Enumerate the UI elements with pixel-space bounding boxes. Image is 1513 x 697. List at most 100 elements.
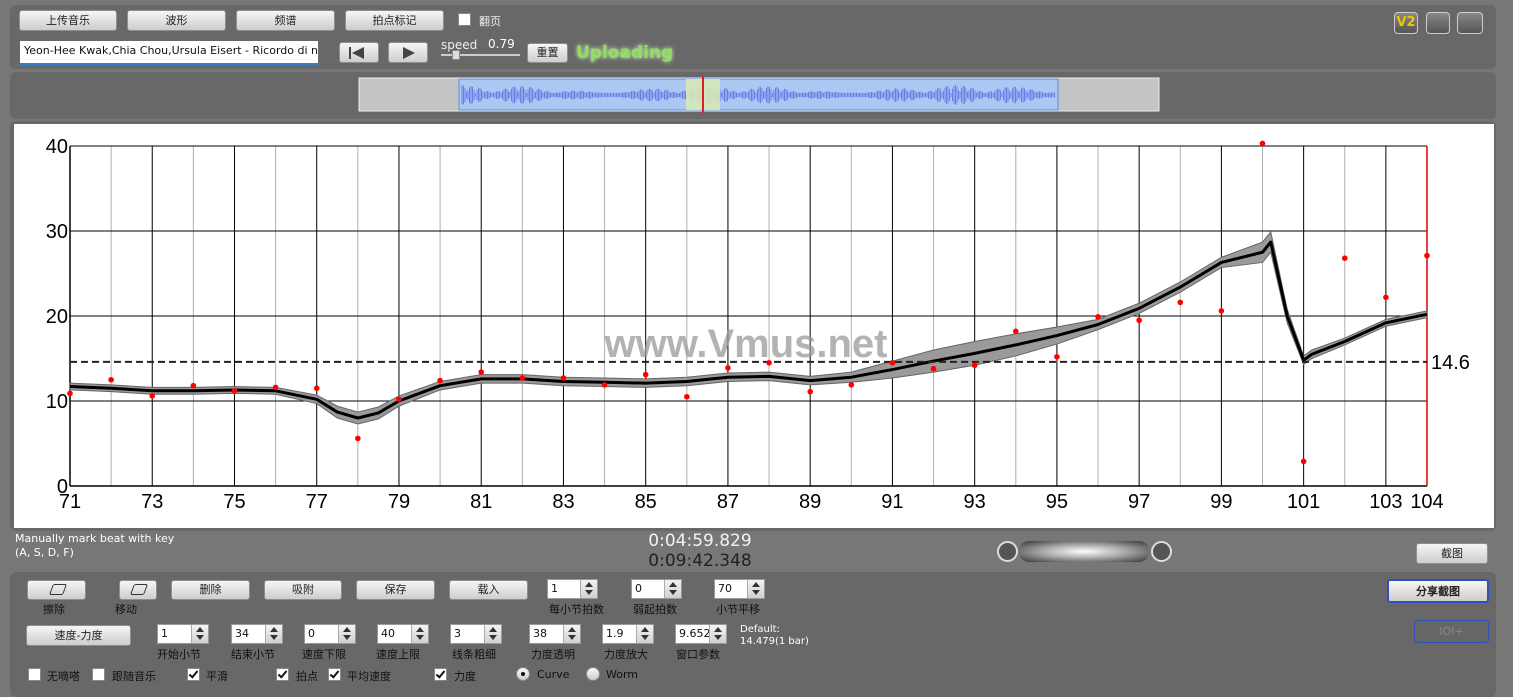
arrow-up[interactable] xyxy=(669,582,677,587)
default-note: 14.479(1 bar) xyxy=(740,636,809,647)
checkbox-label: 平均速度 xyxy=(347,670,391,683)
spinner-value: 0 xyxy=(635,582,642,595)
file-name[interactable]: Yeon-Hee Kwak,Chia Chou,Ursula Eisert - … xyxy=(20,41,318,65)
speed-thumb[interactable] xyxy=(452,50,460,60)
arrow-down[interactable] xyxy=(196,635,204,640)
reset-button[interactable]: 重置 xyxy=(527,43,568,63)
spinner[interactable]: 1 xyxy=(547,579,598,599)
spinner[interactable]: 38 xyxy=(529,624,581,644)
spinner-value: 1 xyxy=(161,627,168,640)
radio-dot xyxy=(521,672,525,676)
radio[interactable] xyxy=(516,667,530,681)
arrow-up[interactable] xyxy=(752,582,760,587)
spinner-label: 线条粗细 xyxy=(452,648,496,661)
spinner-arrows[interactable] xyxy=(747,580,764,598)
version-icon[interactable]: V2 xyxy=(1394,12,1418,34)
arrow-down[interactable] xyxy=(343,635,351,640)
spinner-arrows[interactable] xyxy=(664,580,681,598)
checkbox[interactable] xyxy=(434,668,447,681)
radio[interactable] xyxy=(586,667,600,681)
beat-point xyxy=(766,359,772,366)
spinner[interactable]: 0 xyxy=(304,624,356,644)
arrow-up[interactable] xyxy=(343,627,351,632)
prev-button[interactable] xyxy=(339,42,379,63)
volume-slider[interactable] xyxy=(1019,541,1149,562)
spinner[interactable]: 9.6528 xyxy=(675,624,727,644)
arrow-up[interactable] xyxy=(641,627,649,632)
spinner[interactable]: 1 xyxy=(157,624,209,644)
spinner-label: 速度下限 xyxy=(302,648,346,661)
beat-point xyxy=(190,382,197,389)
wave-icon-right[interactable] xyxy=(1151,541,1172,562)
checkbox[interactable] xyxy=(28,668,41,681)
screen-icon[interactable] xyxy=(1457,12,1483,34)
tool-button[interactable] xyxy=(119,580,157,600)
arrow-down[interactable] xyxy=(752,590,760,595)
toolbar-button[interactable]: 拍点标记 xyxy=(345,10,444,31)
arrow-up[interactable] xyxy=(196,627,204,632)
spinner-arrows[interactable] xyxy=(191,625,208,643)
arrow-down[interactable] xyxy=(270,635,278,640)
home-icon[interactable] xyxy=(1426,12,1450,34)
checkbox[interactable] xyxy=(92,668,105,681)
toolbar-button[interactable]: 频谱 xyxy=(236,10,335,31)
spinner-value: 3 xyxy=(454,627,461,640)
ioi-button[interactable]: IOI+ xyxy=(1414,620,1489,643)
toolbar-button[interactable]: 波形 xyxy=(127,10,226,31)
spinner-arrows[interactable] xyxy=(563,625,580,643)
spinner[interactable]: 1.9 xyxy=(602,624,654,644)
total-time: 0:09:42.348 xyxy=(648,551,752,571)
checkbox[interactable] xyxy=(187,668,200,681)
action-button[interactable]: 保存 xyxy=(356,580,435,600)
spinner-arrows[interactable] xyxy=(580,580,597,598)
spinner-label: 窗口参数 xyxy=(676,648,720,661)
beat-point xyxy=(313,385,320,392)
share-button[interactable]: 分享截图 xyxy=(1387,579,1489,603)
checkbox[interactable] xyxy=(276,668,289,681)
beat-point xyxy=(725,365,731,371)
spinner[interactable]: 3 xyxy=(450,624,502,644)
beat-point xyxy=(149,393,156,399)
arrow-down[interactable] xyxy=(669,590,677,595)
arrow-up[interactable] xyxy=(489,627,497,632)
spinner-arrows[interactable] xyxy=(484,625,501,643)
spinner-value: 1.9 xyxy=(606,627,624,640)
spinner-arrows[interactable] xyxy=(338,625,355,643)
spinner-arrows[interactable] xyxy=(636,625,653,643)
spinner[interactable]: 70 xyxy=(714,579,765,599)
arrow-down[interactable] xyxy=(714,635,722,640)
arrow-up[interactable] xyxy=(714,627,722,632)
mode-button[interactable]: 速度-力度 xyxy=(26,625,131,646)
tool-button[interactable] xyxy=(27,580,86,600)
spinner-label: 弱起拍数 xyxy=(633,603,677,616)
action-button[interactable]: 载入 xyxy=(449,580,528,600)
spinner[interactable]: 34 xyxy=(231,624,283,644)
screenshot-button[interactable]: 截图 xyxy=(1416,543,1488,564)
speed-slider[interactable] xyxy=(441,54,520,56)
wave-icon-left[interactable] xyxy=(997,541,1018,562)
action-button[interactable]: 吸附 xyxy=(264,580,342,600)
spinner[interactable]: 40 xyxy=(377,624,429,644)
beat-point xyxy=(1383,294,1389,301)
tool-icon xyxy=(129,584,149,595)
spinner[interactable]: 0 xyxy=(631,579,682,599)
toolbar-button[interactable]: 上传音乐 xyxy=(19,10,117,31)
play-button[interactable] xyxy=(388,42,428,63)
arrow-down[interactable] xyxy=(641,635,649,640)
spinner-arrows[interactable] xyxy=(411,625,428,643)
checkbox[interactable] xyxy=(328,668,341,681)
action-button[interactable]: 删除 xyxy=(171,580,250,600)
arrow-up[interactable] xyxy=(585,582,593,587)
spinner-arrows[interactable] xyxy=(265,625,282,643)
page-flip-checkbox[interactable] xyxy=(458,13,471,26)
arrow-up[interactable] xyxy=(568,627,576,632)
tool-label: 擦除 xyxy=(43,603,65,616)
arrow-down[interactable] xyxy=(416,635,424,640)
spinner-arrows[interactable] xyxy=(709,625,726,643)
arrow-down[interactable] xyxy=(585,590,593,595)
checkbox-label: 力度 xyxy=(454,670,476,683)
arrow-down[interactable] xyxy=(568,635,576,640)
arrow-down[interactable] xyxy=(489,635,497,640)
arrow-up[interactable] xyxy=(270,627,278,632)
arrow-up[interactable] xyxy=(416,627,424,632)
